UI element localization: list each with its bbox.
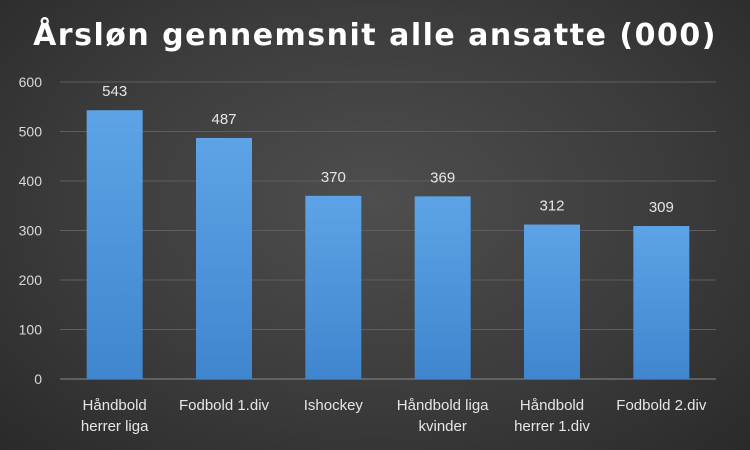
data-labels: 543 487 370 369 312 309 — [102, 83, 674, 216]
bar — [86, 110, 143, 379]
data-label: 309 — [649, 199, 674, 216]
y-axis-ticks: 0 100 200 300 400 500 600 — [19, 74, 43, 387]
bars — [86, 110, 690, 379]
y-tick-label: 300 — [19, 223, 43, 239]
y-tick-label: 400 — [19, 173, 43, 189]
gridlines — [60, 81, 716, 380]
category-label: Håndbold herrer 1.div — [514, 397, 590, 435]
x-axis-categories: Håndbold herrer liga Fodbold 1.div Ishockey… — [81, 397, 707, 435]
bar — [524, 224, 580, 379]
data-label: 543 — [102, 83, 127, 100]
data-label: 487 — [211, 111, 236, 128]
y-tick-label: 0 — [34, 371, 42, 387]
y-tick-label: 600 — [19, 74, 43, 90]
category-label: Håndbold liga kvinder — [397, 397, 489, 435]
category-label: Fodbold 2.div — [616, 397, 707, 414]
chart-title: Årsløn gennemsnit alle ansatte (000) — [33, 18, 717, 53]
y-tick-label: 200 — [19, 272, 43, 288]
bar — [414, 196, 471, 379]
bar — [196, 137, 252, 379]
data-label: 369 — [430, 169, 455, 186]
y-tick-label: 100 — [19, 322, 43, 338]
category-label: Håndbold herrer liga — [81, 397, 149, 435]
data-label: 370 — [321, 169, 346, 186]
bar — [633, 226, 690, 379]
y-tick-label: 500 — [19, 124, 43, 140]
bar — [305, 195, 362, 379]
data-label: 312 — [539, 198, 564, 215]
category-label: Fodbold 1.div — [179, 397, 270, 414]
category-label: Ishockey — [304, 397, 364, 414]
